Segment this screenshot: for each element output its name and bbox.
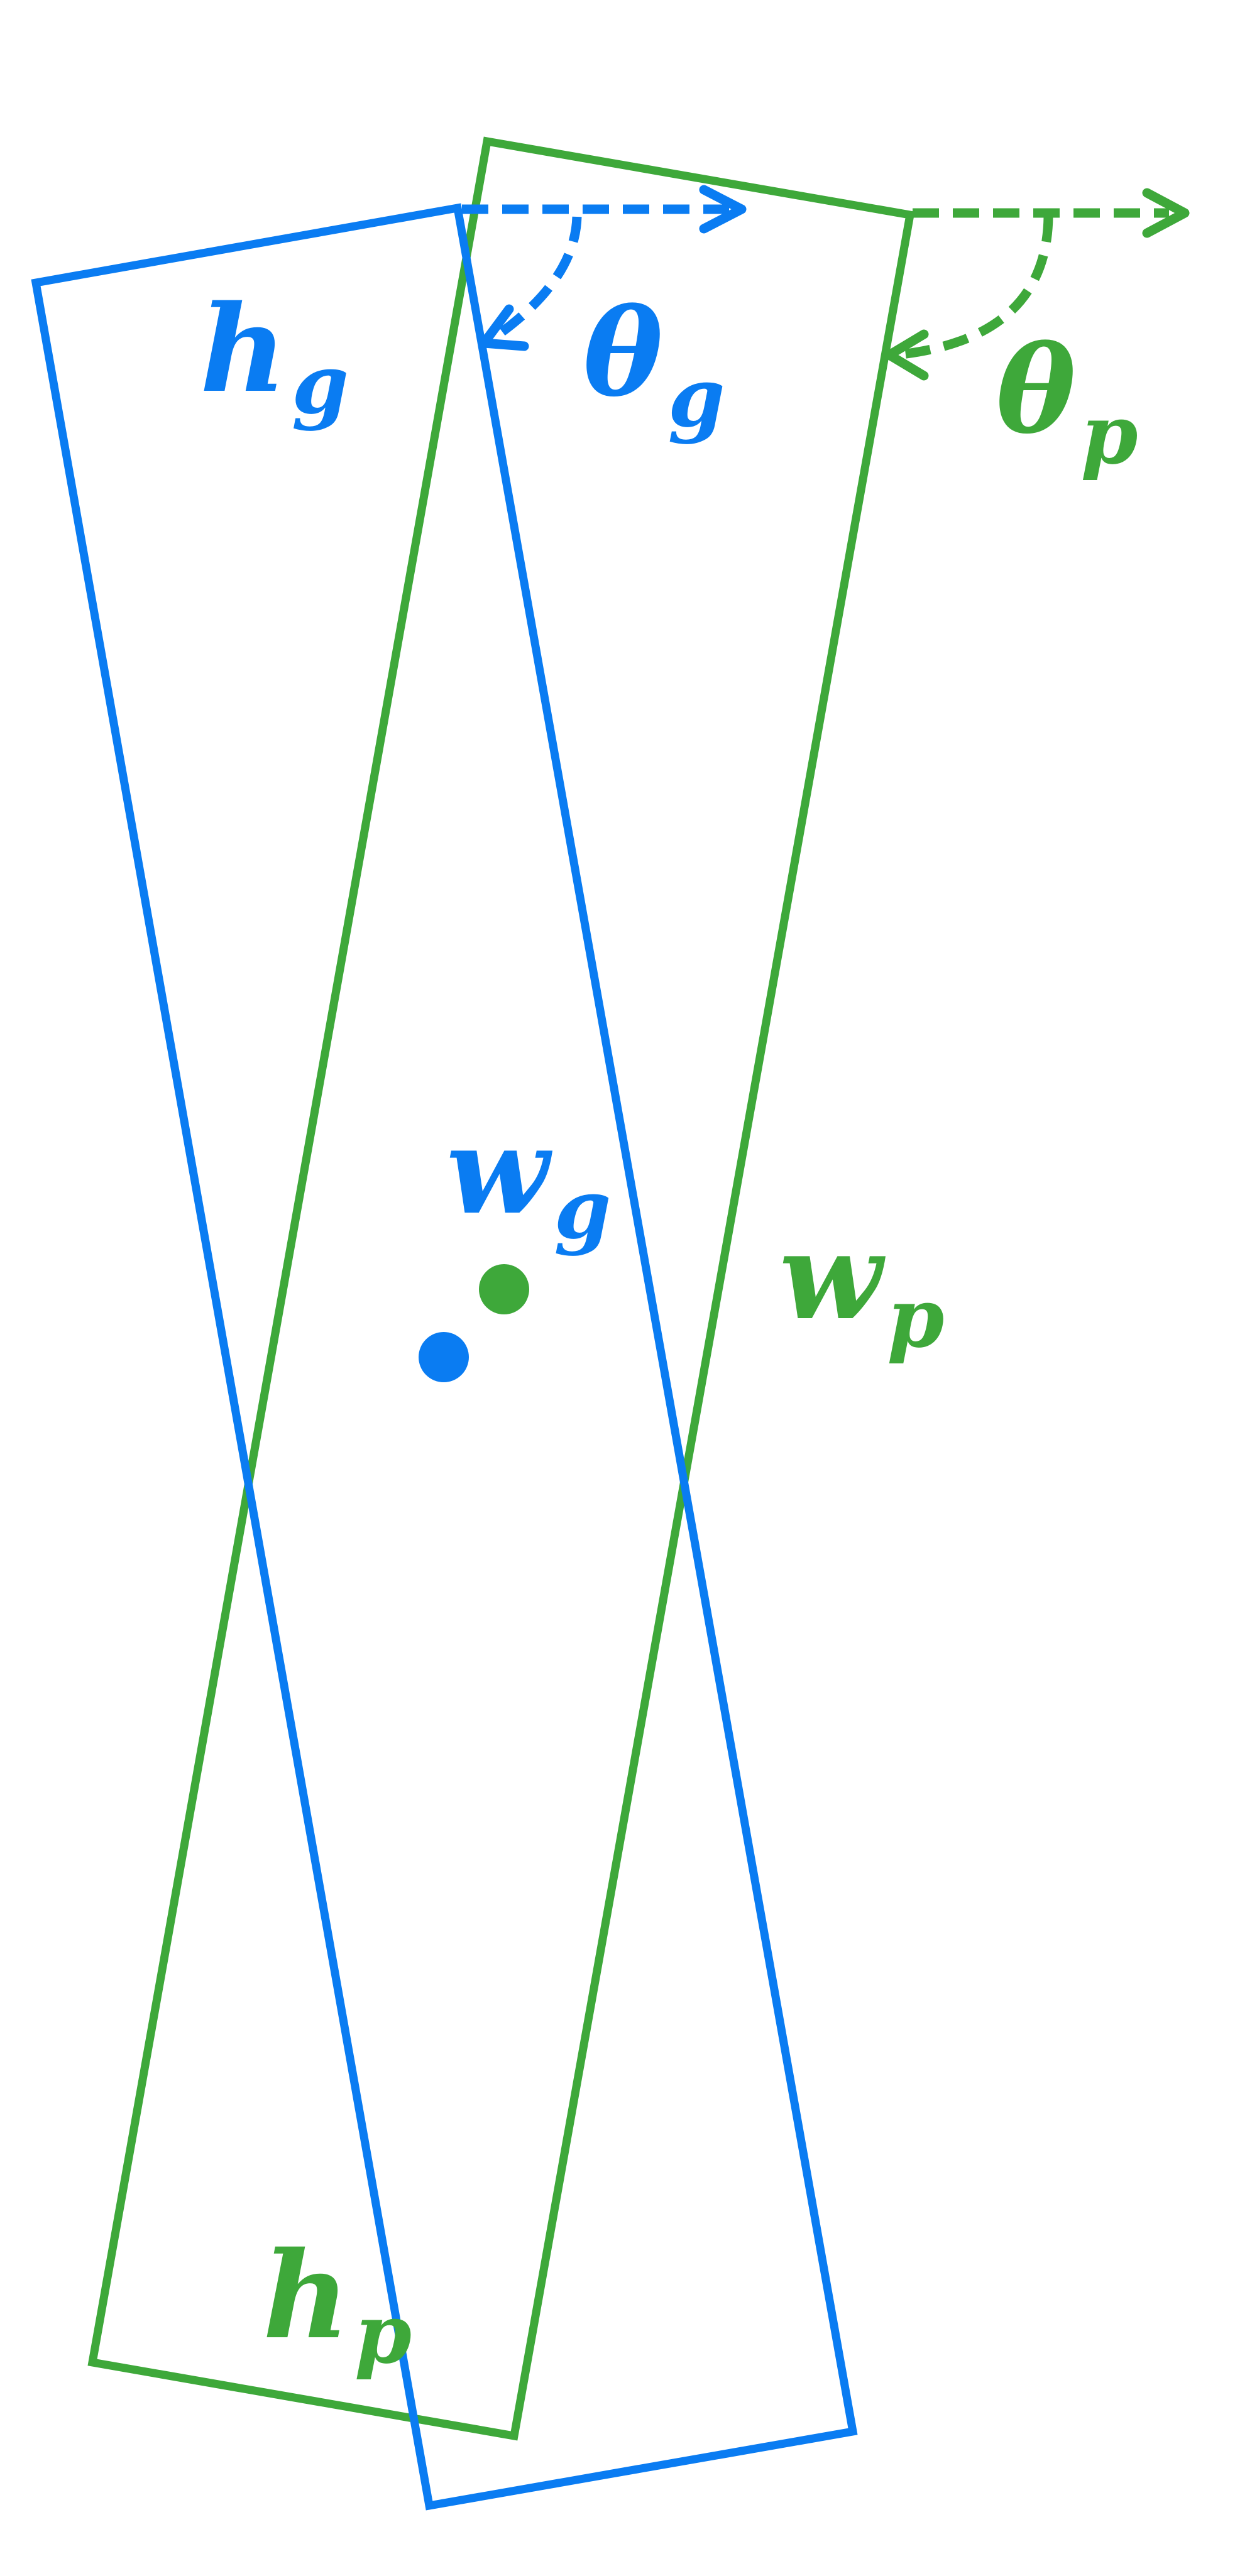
ground-truth-box-outline <box>31 203 858 2511</box>
label-theta-g: θg <box>583 283 725 445</box>
label-h-p: hp <box>263 2225 412 2382</box>
label-w-p: wp <box>779 1206 944 1366</box>
label-theta-p: θp <box>996 320 1138 483</box>
ground-truth-center-point <box>419 1332 469 1382</box>
theta-p-angle-arc <box>884 216 1053 381</box>
predicted-box-outline <box>87 136 915 2441</box>
pred-horizontal-reference-arrow <box>913 188 1190 238</box>
label-h-g: hg <box>200 279 349 432</box>
theta-g-angle-arc <box>479 216 582 351</box>
gt-horizontal-reference-arrow <box>462 185 747 234</box>
predicted-center-point <box>479 1264 529 1314</box>
label-w-g: wg <box>446 1101 611 1257</box>
